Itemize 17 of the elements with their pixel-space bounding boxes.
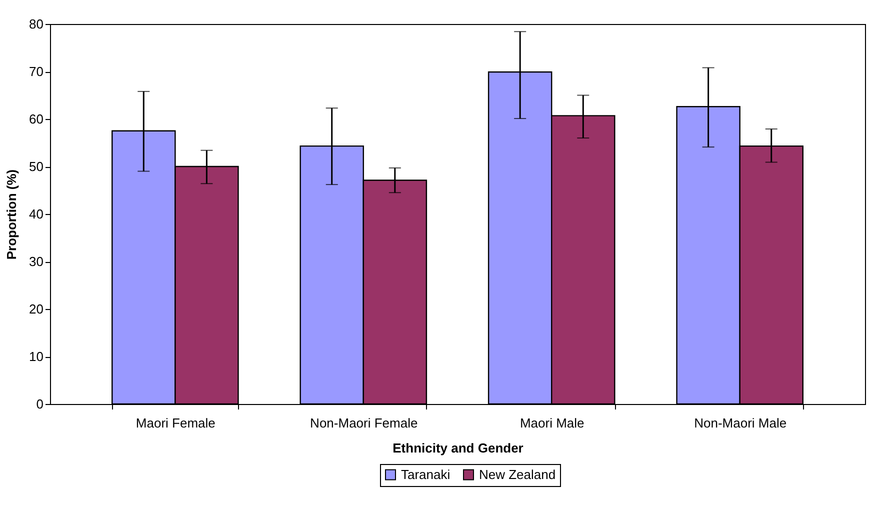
y-tick-label: 0 <box>36 396 44 412</box>
y-tick-label: 50 <box>29 159 44 174</box>
x-axis-title: Ethnicity and Gender <box>392 440 524 456</box>
legend-label: Taranaki <box>401 466 450 482</box>
y-tick-label: 40 <box>29 206 44 222</box>
x-tick-label: Maori Male <box>520 416 584 430</box>
x-tick-label: Non-Maori Female <box>310 416 418 430</box>
y-tick-label: 80 <box>29 16 44 32</box>
y-tick-label: 30 <box>29 254 44 269</box>
y-tick-label: 20 <box>29 302 44 316</box>
y-axis-title: Proportion (%) <box>4 169 20 260</box>
y-tick-label: 60 <box>29 112 44 126</box>
y-tick-label: 70 <box>29 64 44 79</box>
x-tick-label: Maori Female <box>136 416 216 430</box>
y-tick-label: 10 <box>29 349 44 364</box>
legend-label: New Zealand <box>479 466 556 482</box>
x-tick-label: Non-Maori Male <box>694 416 787 430</box>
